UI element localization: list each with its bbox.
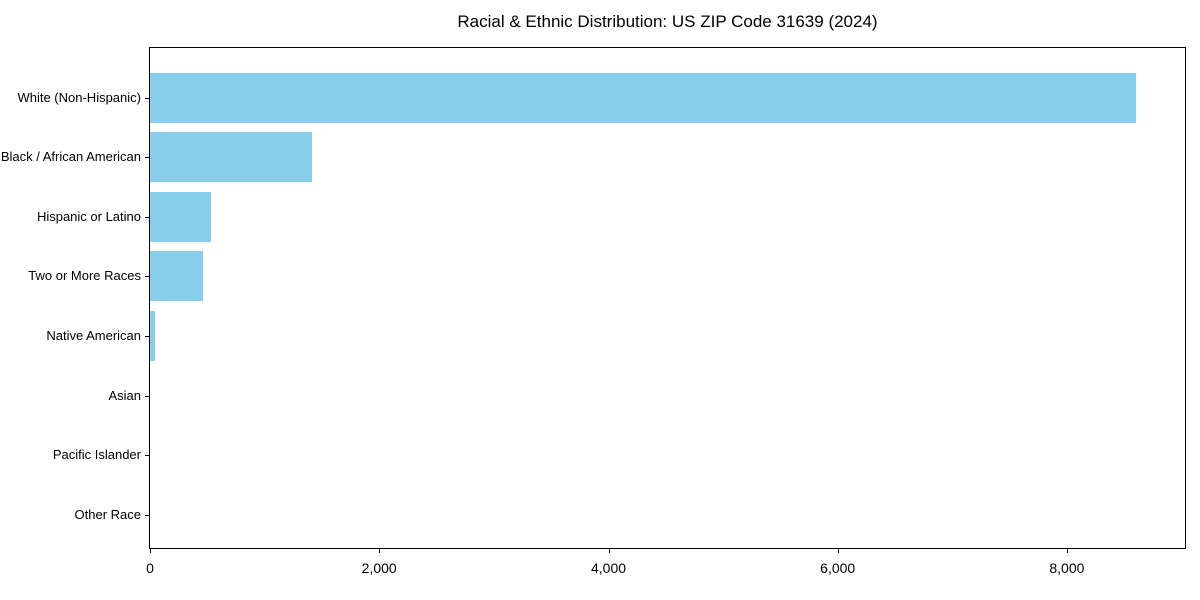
- bar-native-american: [150, 311, 155, 362]
- y-axis-tick: [145, 455, 149, 457]
- y-axis-tick: [145, 216, 149, 218]
- y-axis-tick: [145, 336, 149, 338]
- y-axis-label: White (Non-Hispanic): [17, 89, 141, 105]
- x-axis-tick: [837, 549, 839, 553]
- x-axis-tick: [608, 549, 610, 553]
- y-axis-tick: [145, 157, 149, 159]
- x-axis-tick-label: 8,000: [1049, 560, 1085, 576]
- y-axis-label: Asian: [108, 387, 141, 403]
- y-axis-label: Hispanic or Latino: [36, 208, 141, 224]
- x-axis-tick-label: 4,000: [590, 560, 627, 576]
- x-axis-tick: [150, 549, 151, 553]
- x-axis-tick-label: 0: [146, 560, 154, 576]
- y-axis-tick: [145, 514, 149, 516]
- y-axis-label: Two or More Races: [28, 268, 141, 284]
- x-axis-tick-label: 6,000: [820, 560, 856, 576]
- bar-two-or-more-races: [150, 251, 204, 302]
- x-axis-tick: [379, 549, 381, 553]
- bar-black-african-american: [150, 132, 313, 183]
- chart-title: Racial & Ethnic Distribution: US ZIP Cod…: [457, 12, 878, 31]
- y-axis-tick: [145, 97, 149, 99]
- plot-area: [149, 47, 1186, 549]
- x-axis-tick-label: 2,000: [361, 560, 397, 576]
- y-axis-tick: [145, 395, 149, 397]
- bar-white-non-hispanic: [150, 72, 1136, 123]
- y-axis-label: Pacific Islander: [52, 447, 141, 463]
- y-axis-label: Native American: [46, 328, 141, 344]
- bar-hispanic-or-latino: [150, 191, 211, 242]
- y-axis-tick: [145, 276, 149, 278]
- y-axis-label: Black / African American: [0, 149, 141, 165]
- x-axis-tick: [1066, 549, 1068, 553]
- y-axis-label: Other Race: [74, 506, 141, 522]
